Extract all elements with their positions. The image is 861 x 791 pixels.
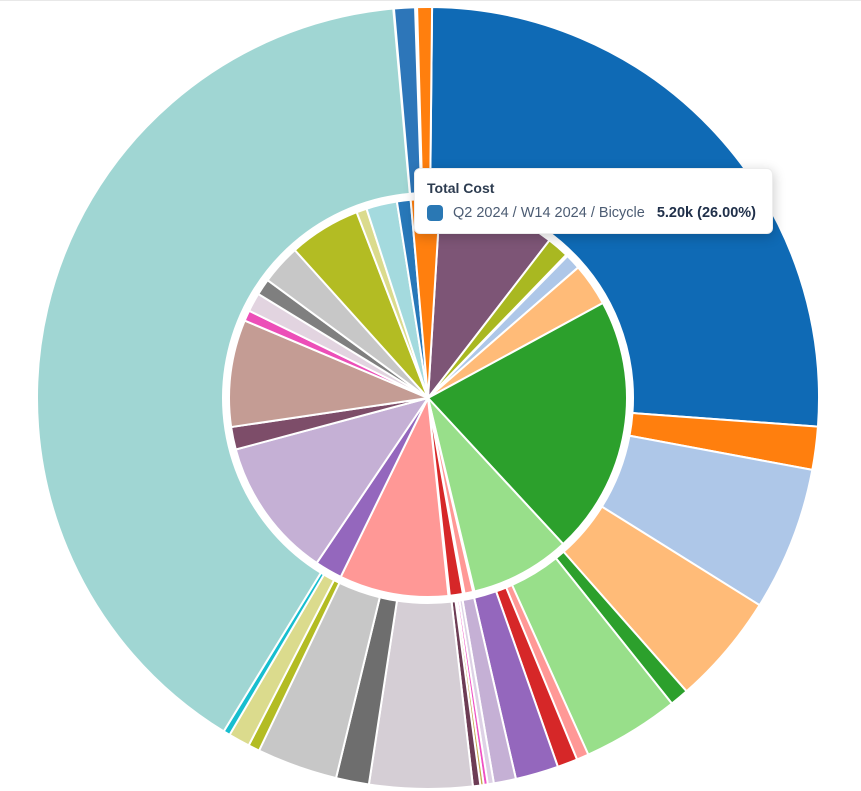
inner-segment-inner-red-sliver[interactable] xyxy=(427,397,464,597)
outer-segment-outer-teal-large[interactable] xyxy=(36,7,411,733)
inner-segment-inner-salmon[interactable] xyxy=(339,397,450,598)
inner-segment-inner-light-green[interactable] xyxy=(427,397,565,593)
tooltip-title: Total Cost xyxy=(427,180,495,196)
tooltip: Total Cost Q2 2024 / W14 2024 / Bicycle … xyxy=(414,168,773,234)
outer-segment-outer-blue-sliver[interactable] xyxy=(392,6,423,195)
inner-segment-inner-rosy-brown[interactable] xyxy=(228,319,429,429)
inner-segment-inner-lavender[interactable] xyxy=(234,397,429,564)
tooltip-series-path: Q2 2024 / W14 2024 / Bicycle xyxy=(453,205,645,221)
tooltip-series-swatch xyxy=(427,205,443,221)
tooltip-value: 5.20k (26.00%) xyxy=(656,205,756,221)
inner-segment-inner-olive[interactable] xyxy=(427,239,568,399)
inner-segment-inner-pink-sliver[interactable] xyxy=(427,397,475,595)
inner-segment-inner-green-large[interactable] xyxy=(427,302,628,546)
tooltip-row: Q2 2024 / W14 2024 / Bicycle 5.20k (26.0… xyxy=(427,205,756,221)
